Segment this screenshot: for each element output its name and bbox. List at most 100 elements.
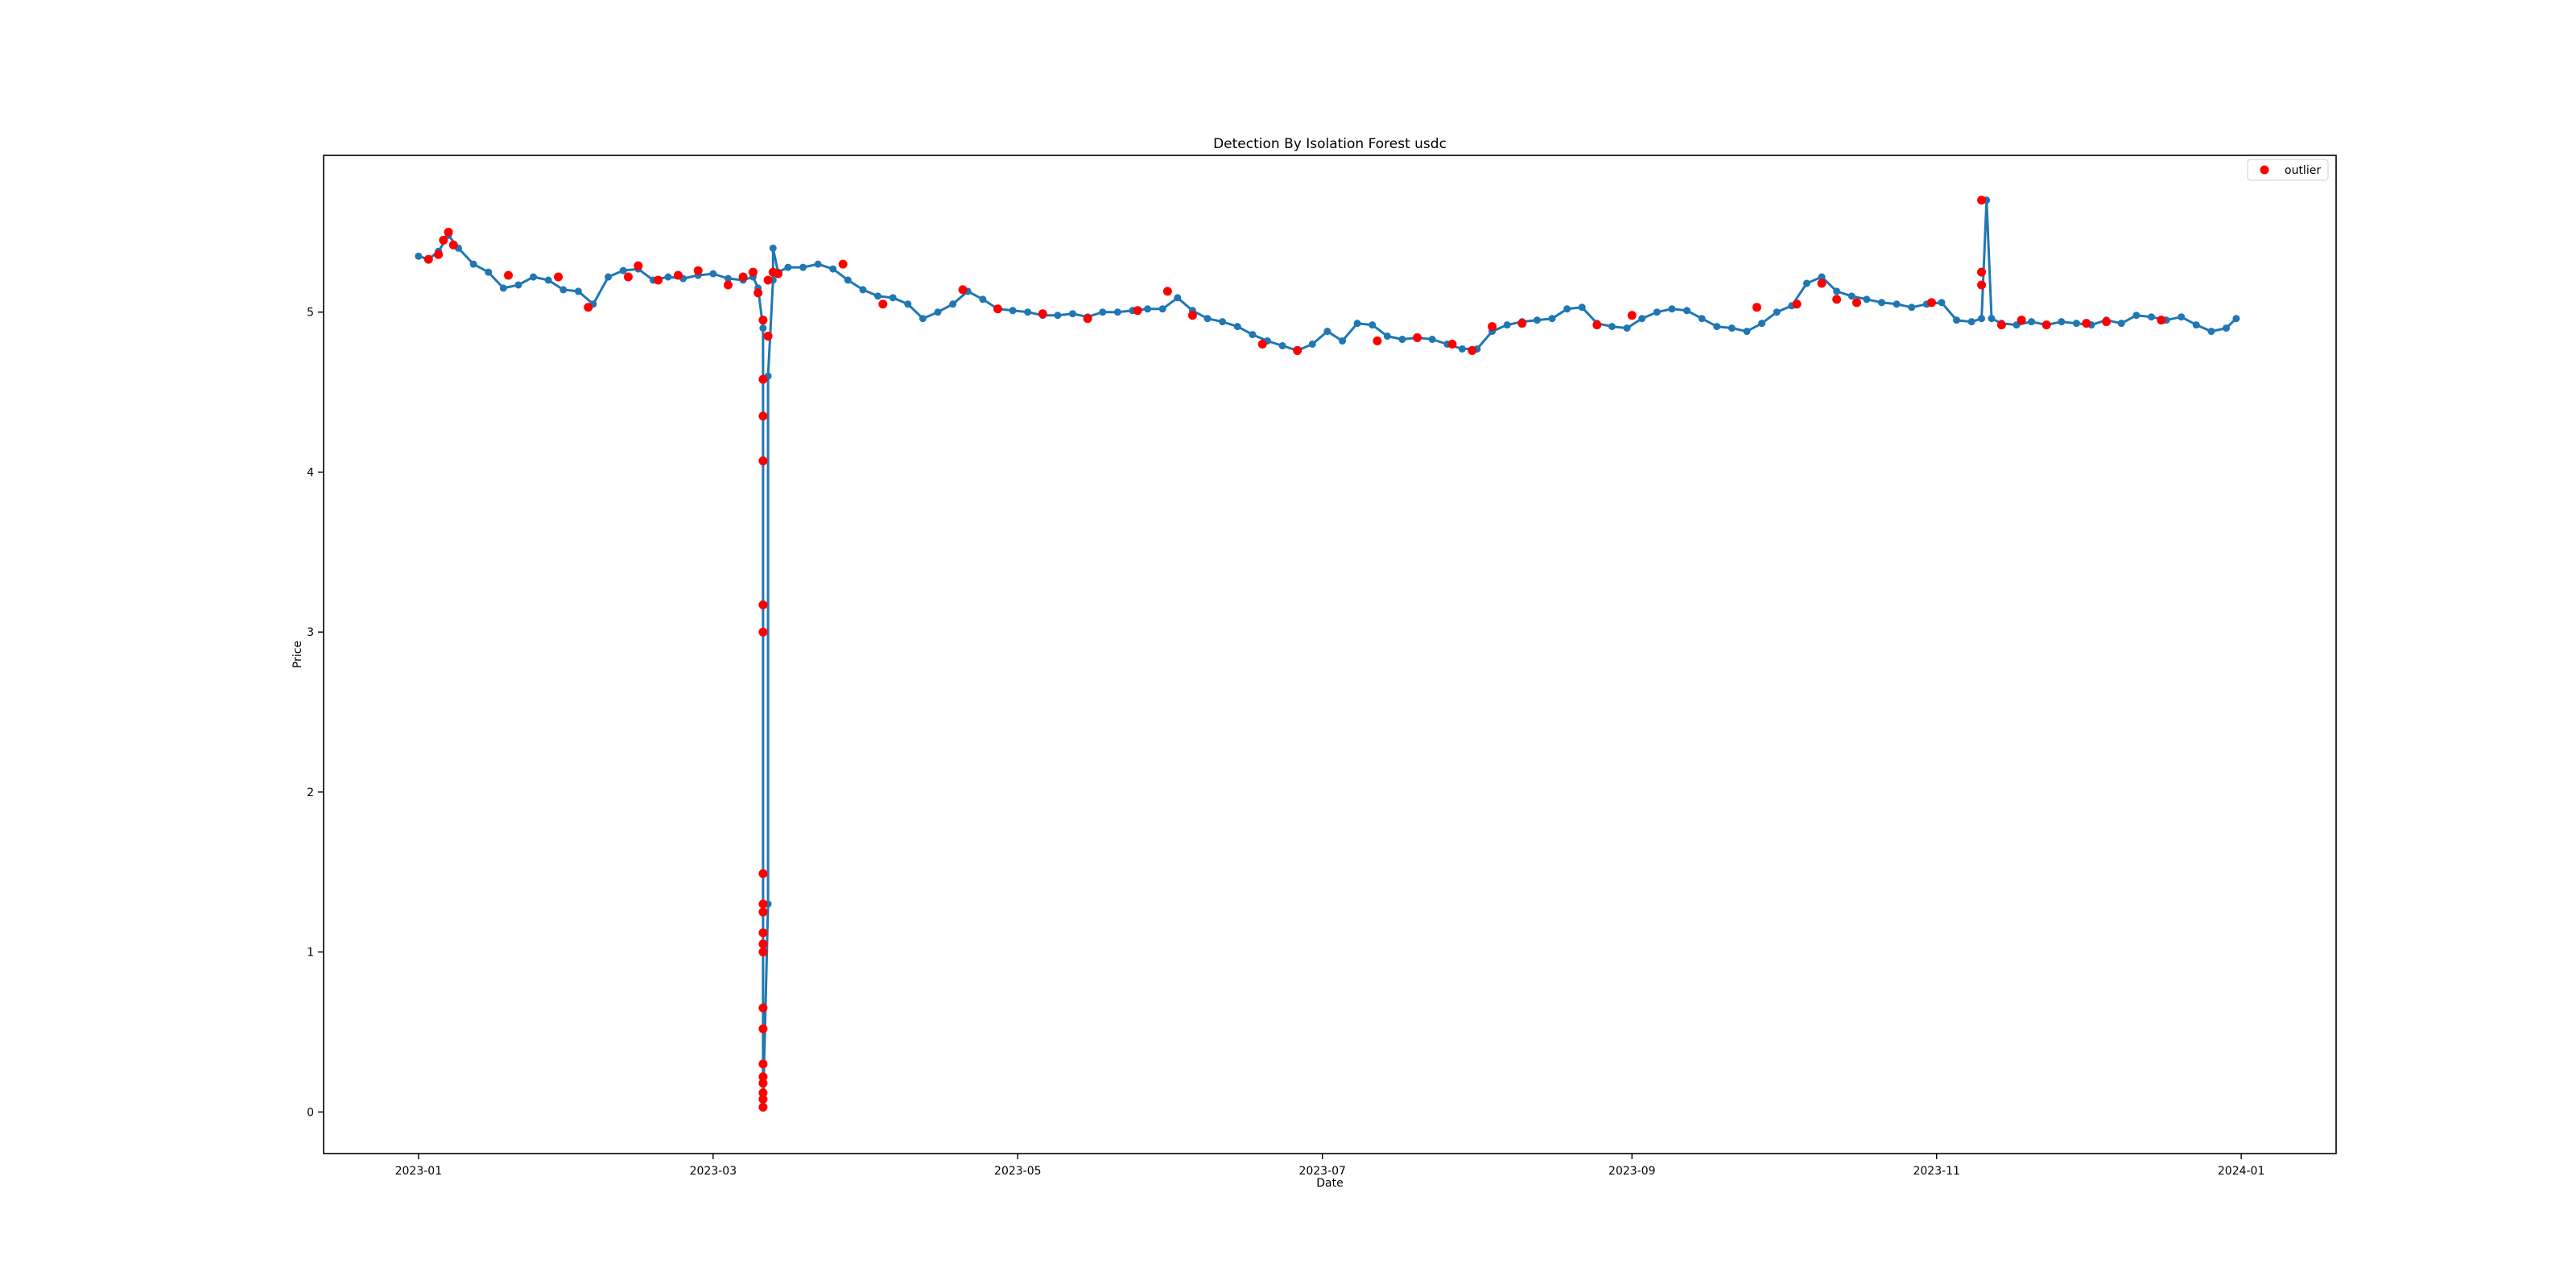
price-point [1113, 308, 1121, 316]
y-tick-label: 5 [307, 307, 314, 320]
price-point [1863, 295, 1871, 303]
price-point [1978, 315, 1986, 323]
outlier-point [758, 456, 768, 466]
outlier-point [1592, 320, 1602, 330]
price-point [1219, 318, 1227, 326]
outlier-point [1832, 295, 1842, 304]
price-point [2223, 324, 2231, 332]
price-point [1758, 320, 1766, 328]
legend-box [2247, 159, 2329, 181]
outlier-point [1038, 309, 1047, 319]
price-point [1428, 336, 1436, 344]
price-point [1174, 294, 1182, 302]
x-tick-label: 2023-01 [395, 1165, 443, 1178]
price-point [1638, 315, 1646, 323]
price-point [2028, 318, 2036, 326]
price-point [859, 286, 867, 294]
y-tick-label: 1 [307, 947, 314, 960]
outlier-point [1257, 339, 1267, 349]
price-point [2207, 328, 2215, 336]
price-point [1323, 328, 1331, 336]
price-point [919, 315, 927, 323]
price-point [1383, 332, 1391, 341]
price-point [934, 308, 942, 316]
y-tick-label: 3 [307, 626, 314, 639]
price-point [1668, 305, 1676, 313]
legend-outlier-marker [2260, 165, 2269, 175]
x-tick-label: 2023-09 [1608, 1165, 1656, 1178]
outlier-point [1977, 267, 1987, 277]
price-point [1683, 307, 1691, 315]
price-point [1728, 324, 1736, 332]
price-point [574, 287, 582, 295]
price-point [724, 275, 732, 283]
y-axis-label: Price [291, 641, 304, 668]
price-point [949, 300, 957, 308]
outlier-point [758, 627, 768, 637]
price-point [814, 260, 822, 268]
plot-area [323, 155, 2337, 1154]
outlier-point [1133, 306, 1142, 316]
outlier-point [758, 1072, 768, 1082]
price-point [2117, 320, 2125, 328]
x-tick-label: 2023-03 [690, 1165, 737, 1178]
price-point [2192, 321, 2200, 329]
x-tick-label: 2024-01 [2218, 1165, 2265, 1178]
price-point [2072, 320, 2080, 328]
outlier-point [654, 275, 663, 285]
outlier-point [1447, 339, 1457, 349]
outlier-point [758, 1094, 768, 1104]
outlier-point [1187, 311, 1197, 320]
plot-frame [323, 155, 2337, 1154]
price-point [605, 273, 613, 281]
price-point [1233, 323, 1241, 331]
outlier-point [1373, 336, 1382, 346]
outlier-point [444, 227, 453, 237]
price-point [1563, 305, 1571, 313]
outlier-point [758, 907, 768, 917]
price-point [2058, 318, 2066, 326]
x-axis-label: Date [1316, 1177, 1343, 1190]
y-tick-label: 4 [307, 466, 314, 479]
outlier-point [1413, 333, 1422, 343]
price-point [2232, 315, 2240, 323]
price-point [2132, 312, 2140, 320]
outlier-point [1752, 303, 1761, 312]
price-point [889, 294, 897, 302]
outlier-point [504, 270, 514, 280]
price-point [1818, 273, 1826, 281]
outlier-point [758, 1102, 768, 1112]
outlier-point [434, 250, 444, 259]
price-point [709, 270, 717, 278]
outlier-point [723, 280, 733, 290]
price-point [1339, 337, 1347, 345]
price-point [559, 286, 568, 294]
outlier-point [878, 299, 888, 309]
outlier-point [2017, 316, 2026, 325]
price-point [1203, 315, 1212, 323]
price-point [769, 244, 777, 252]
price-point [664, 273, 672, 281]
outlier-point [758, 947, 768, 957]
y-tick-label: 2 [307, 786, 314, 799]
outlier-point [2102, 317, 2112, 327]
outlier-point [554, 272, 564, 282]
price-point [1938, 299, 1946, 307]
price-point [1368, 321, 1377, 329]
price-point [904, 300, 912, 308]
price-point [1893, 300, 1901, 308]
outlier-point [2041, 320, 2051, 330]
outlier-point [2157, 316, 2166, 325]
outlier-point [1977, 280, 1987, 290]
outlier-point [1817, 279, 1827, 288]
data-layer [415, 196, 2240, 1112]
price-point [784, 263, 792, 271]
outlier-point [738, 272, 748, 282]
price-point [799, 263, 807, 271]
outlier-point [1488, 322, 1497, 332]
legend-outlier-label: outlier [2285, 164, 2321, 177]
price-point [499, 284, 507, 292]
price-point [530, 273, 538, 281]
outlier-point [1468, 345, 1477, 355]
price-point [1533, 316, 1541, 324]
